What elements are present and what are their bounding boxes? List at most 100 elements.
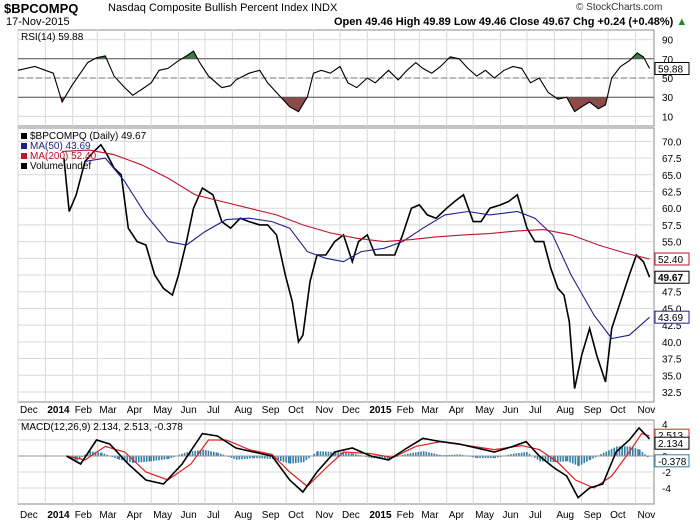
- macd-histogram-bar: [181, 453, 183, 457]
- macd-histogram-bar: [215, 452, 218, 457]
- macd-histogram-bar: [243, 456, 246, 459]
- last-value-label: -0.378: [658, 457, 687, 468]
- macd-histogram-bar: [210, 451, 212, 457]
- macd-histogram-bar: [618, 446, 621, 457]
- macd-histogram-bar: [292, 456, 294, 464]
- macd-histogram-bar: [536, 456, 539, 460]
- x-tick-label: Aug: [556, 405, 574, 416]
- x-tick-label: Aug: [234, 405, 252, 416]
- last-value-box: [654, 62, 690, 76]
- ma50-legend-swatch: [21, 143, 27, 149]
- last-value-box: [654, 270, 690, 284]
- triangle-up-icon: ▲: [676, 16, 688, 28]
- macd-histogram-bar: [472, 456, 474, 458]
- x-tick-label: Jul: [529, 405, 542, 416]
- x-tick-label: 2014: [47, 405, 70, 416]
- macd-histogram-bar: [613, 447, 616, 457]
- y-tick-label: 32.5: [662, 388, 682, 399]
- y-tick-label: 55.0: [662, 238, 682, 249]
- y-tick-label: 37.5: [662, 355, 682, 366]
- ohlc-text: Open 49.46 High 49.89 Low 49.46 Close 49…: [334, 16, 674, 28]
- macd-histogram-bar: [111, 456, 114, 458]
- macd-histogram-bar: [489, 456, 492, 459]
- rsi-line: [17, 50, 651, 113]
- macd-histogram-bar: [476, 456, 479, 459]
- macd-histogram-bar: [241, 456, 243, 460]
- macd-histogram-bar: [512, 453, 515, 457]
- macd-histogram-bar: [152, 456, 155, 461]
- macd-histogram-bar: [350, 453, 353, 457]
- ma50-legend: MA(50) 43.69: [30, 141, 91, 152]
- macd-histogram-bar: [368, 456, 370, 458]
- volume-legend-swatch: [21, 163, 27, 169]
- macd-histogram-bar: [494, 456, 496, 459]
- macd-histogram-bar: [492, 456, 495, 459]
- macd-histogram-bar: [430, 453, 433, 457]
- x-tick-label: Dec: [20, 405, 38, 416]
- symbol-title: $BPCOMPQ: [4, 1, 79, 16]
- macd-histogram-bar: [217, 452, 219, 457]
- macd-histogram-bar: [129, 456, 131, 463]
- macd-histogram-bar: [523, 452, 526, 457]
- x-tick-label: Feb: [75, 405, 93, 416]
- rsi-panel: 10 30 50 70 90 RSI(14) 59.88 59.88: [17, 29, 690, 127]
- macd-histogram-bar: [352, 453, 354, 457]
- macd-histogram-bar: [116, 456, 119, 460]
- macd-histogram-bar: [496, 456, 499, 458]
- macd-histogram-bar: [253, 456, 256, 459]
- macd-histogram-bar: [189, 451, 191, 457]
- x-tick-label: Jul: [207, 510, 220, 521]
- macd-histogram-bar: [305, 456, 308, 461]
- macd-histogram-bar: [459, 454, 461, 457]
- macd-histogram-bar: [143, 456, 145, 462]
- macd-histogram-bar: [158, 456, 160, 461]
- macd-histogram-bar: [100, 452, 103, 457]
- macd-panel: -4-2024MACD(12,26,9) 2.134, 2.513, -0.37…: [17, 419, 690, 505]
- macd-histogram-bar: [518, 452, 520, 457]
- macd-histogram-bar: [534, 456, 536, 458]
- macd-histogram-bar: [145, 456, 148, 462]
- macd-histogram-bar: [251, 456, 254, 459]
- macd-histogram-bar: [194, 450, 197, 457]
- x-tick-label: Mar: [421, 405, 439, 416]
- macd-histogram-bar: [279, 456, 282, 462]
- macd-histogram-bar: [261, 456, 264, 459]
- macd-histogram-bar: [520, 452, 523, 457]
- macd-histogram-bar: [322, 451, 324, 457]
- macd-histogram-bar: [137, 456, 140, 463]
- ma50-line: [84, 157, 650, 340]
- macd-histogram-bar: [266, 456, 269, 459]
- x-tick-label: Jun: [181, 510, 197, 521]
- x-tick-label: Dec: [342, 510, 360, 521]
- y-tick-label: 67.5: [662, 154, 682, 165]
- x-tick-label: Nov: [316, 510, 334, 521]
- x-tick-label: Jun: [503, 510, 519, 521]
- x-tick-label: Nov: [637, 405, 655, 416]
- macd-histogram-bar: [114, 456, 116, 459]
- macd-histogram-bar: [605, 451, 608, 457]
- macd-histogram-bar: [264, 456, 266, 459]
- macd-histogram-bar: [526, 452, 528, 457]
- macd-histogram-bar: [324, 451, 327, 457]
- chart-date: 17-Nov-2015: [6, 16, 70, 28]
- x-tick-label: Apr: [449, 405, 465, 416]
- macd-histogram-bar: [132, 456, 135, 463]
- macd-histogram-bar: [422, 451, 425, 457]
- watermark: © StockCharts.com: [576, 2, 663, 13]
- macd-histogram-bar: [148, 456, 151, 462]
- macd-histogram-bar: [515, 453, 518, 457]
- y-tick-label: 60.0: [662, 204, 682, 215]
- macd-histogram-bar: [289, 456, 292, 464]
- x-tick-label: Oct: [288, 510, 304, 521]
- macd-histogram-bar: [199, 450, 202, 457]
- macd-histogram-bar: [167, 456, 170, 459]
- macd-histogram-bar: [583, 456, 586, 464]
- y-tick-label: 65.0: [662, 171, 682, 182]
- macd-histogram-bar: [600, 454, 602, 457]
- macd-histogram-bar: [639, 449, 641, 457]
- macd-histogram-bar: [412, 452, 414, 457]
- macd-histogram-bar: [186, 452, 189, 457]
- macd-histogram-bar: [354, 454, 357, 457]
- macd-histogram-bar: [549, 456, 552, 462]
- macd-histogram-bar: [249, 456, 251, 459]
